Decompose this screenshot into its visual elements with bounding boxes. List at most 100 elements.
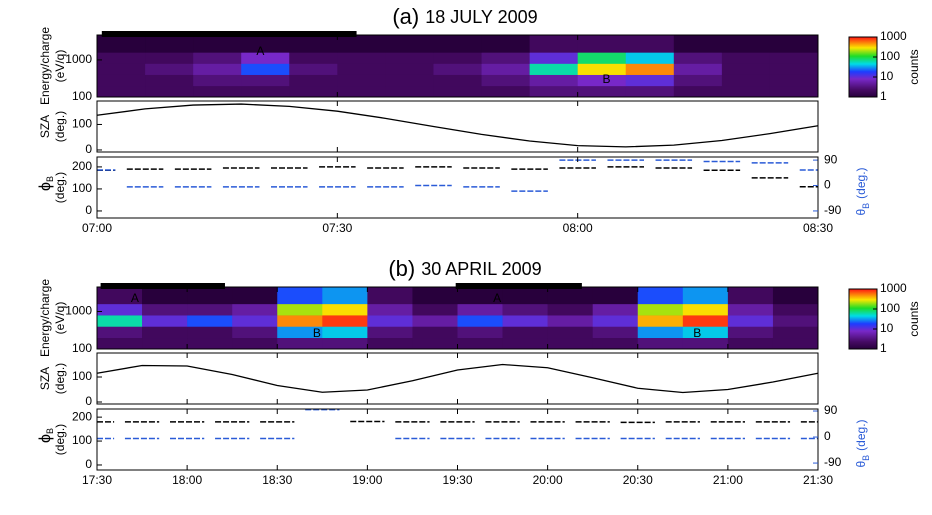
spectrogram-cell — [637, 337, 684, 350]
spectrogram-cell — [721, 74, 771, 87]
y2-tick-label: -90 — [824, 455, 842, 469]
spectrogram-cell — [547, 315, 593, 327]
axis-label-part: SZA — [38, 367, 52, 390]
spectrogram-cell — [277, 326, 323, 339]
spectrogram-cell — [412, 315, 458, 327]
spectrogram-cell — [241, 74, 290, 87]
spectrogram-cell — [529, 85, 578, 98]
x-tick-label: 07:00 — [82, 221, 112, 235]
spectrogram-cell — [592, 287, 639, 305]
y-tick-label: 1000 — [65, 304, 92, 318]
spectrogram-cell — [289, 52, 338, 64]
spectrogram-cell — [142, 315, 188, 327]
spectrogram-cell — [385, 63, 434, 75]
y2-tick-label: 90 — [824, 403, 838, 417]
spectrogram-cell — [289, 74, 338, 87]
spectrogram-cell — [367, 287, 413, 305]
axis-label: (eV/q) — [53, 302, 67, 335]
spectrogram-cell — [97, 63, 146, 75]
y-tick-label: 200 — [72, 409, 92, 423]
spectrogram-cell — [145, 52, 194, 64]
spectrogram-cell — [682, 287, 729, 305]
colorbar — [848, 36, 878, 98]
y-tick-label: 0 — [85, 203, 92, 217]
spectrogram-cell — [772, 337, 819, 350]
x-tick-label: 21:30 — [803, 473, 833, 487]
spectrogram-cell — [145, 35, 194, 53]
spectrogram-cell — [637, 326, 684, 339]
field-frame — [96, 156, 819, 219]
spectrogram-cell — [547, 326, 593, 339]
sza-line — [96, 363, 819, 394]
colorbar-tick-label: 1 — [880, 341, 887, 355]
axis-label: ϕB — [37, 428, 55, 443]
spectrogram-cell — [772, 303, 819, 316]
colorbar-tick-label: 100 — [880, 49, 900, 63]
sza-line — [96, 103, 819, 148]
spectrogram-cell — [772, 326, 819, 339]
x-tick-label: 18:00 — [172, 473, 202, 487]
spectrogram-cell — [337, 35, 386, 53]
spectrogram-cell — [727, 326, 774, 339]
spectrogram-cell — [145, 74, 194, 87]
spectrogram-cell — [193, 74, 242, 87]
x-tick-label: 20:30 — [623, 473, 653, 487]
spectrogram-cell — [322, 287, 368, 305]
spectrogram-cell — [502, 315, 548, 327]
spectrogram-cell — [673, 35, 723, 53]
spectrogram-cell — [577, 52, 627, 64]
panel-tag: (b) — [388, 256, 415, 281]
spectrogram-cell — [577, 85, 627, 98]
spectrogram-cell — [97, 315, 143, 327]
spectrogram-cell — [592, 326, 639, 339]
y-tick-label: 100 — [72, 181, 92, 195]
spectrogram-cell — [97, 52, 146, 64]
spectrogram-cell — [529, 74, 578, 87]
spectrogram-cell — [727, 303, 774, 316]
colorbar-tick-label: 100 — [880, 301, 900, 315]
axis-label: (eV/q) — [53, 50, 67, 83]
y-tick-label: 100 — [72, 89, 92, 103]
y-tick-label: 200 — [72, 159, 92, 173]
spectrogram-cell — [97, 287, 143, 305]
spectrogram-cell — [682, 315, 729, 327]
spectrogram-cell — [637, 303, 684, 316]
y-tick-label: 0 — [85, 457, 92, 471]
axis-label: ϕB — [37, 176, 55, 191]
annotation: B — [602, 72, 610, 86]
spectrogram-cell — [187, 326, 233, 339]
spectrogram-cell — [337, 52, 386, 64]
axis-label-part: B — [45, 176, 55, 182]
x-tick-label: 08:00 — [563, 221, 593, 235]
spectrogram-cell — [625, 85, 675, 98]
axis-label-part: (deg.) — [53, 172, 67, 203]
axis-label-part: ϕ — [37, 182, 54, 191]
spectrogram-cell — [385, 52, 434, 64]
spectrogram-cell — [367, 315, 413, 327]
spectrogram-cell — [727, 287, 774, 305]
spectrogram-cell — [529, 63, 578, 75]
spectrogram-cell — [433, 52, 482, 64]
y2-tick-label: 0 — [824, 429, 831, 443]
spectrogram-cell — [769, 63, 819, 75]
spectrogram-cell — [547, 303, 593, 316]
spectrogram-cell — [625, 74, 675, 87]
spectrogram-cell — [727, 315, 774, 327]
spectrogram-cell — [502, 337, 548, 350]
spectrogram-cell — [232, 326, 278, 339]
spectrogram-cell — [457, 287, 503, 305]
spectrogram-cell — [529, 52, 578, 64]
axis-label-part: (deg.) — [53, 363, 67, 394]
y-tick-label: 100 — [72, 369, 92, 383]
x-tick-label: 19:00 — [352, 473, 382, 487]
spectrogram-cell — [187, 303, 233, 316]
colorbar-tick-label: 1000 — [880, 281, 907, 295]
axis-label-part: B — [45, 428, 55, 434]
spectrogram-cell — [232, 337, 278, 350]
axis-label-part: (deg.) — [854, 419, 868, 450]
axis-label: Energy/charge — [38, 27, 52, 105]
spectrogram-cell — [433, 63, 482, 75]
spectrogram-cell — [481, 35, 530, 53]
panel-tag: (a) — [392, 4, 419, 29]
spectrogram-cell — [322, 315, 368, 327]
